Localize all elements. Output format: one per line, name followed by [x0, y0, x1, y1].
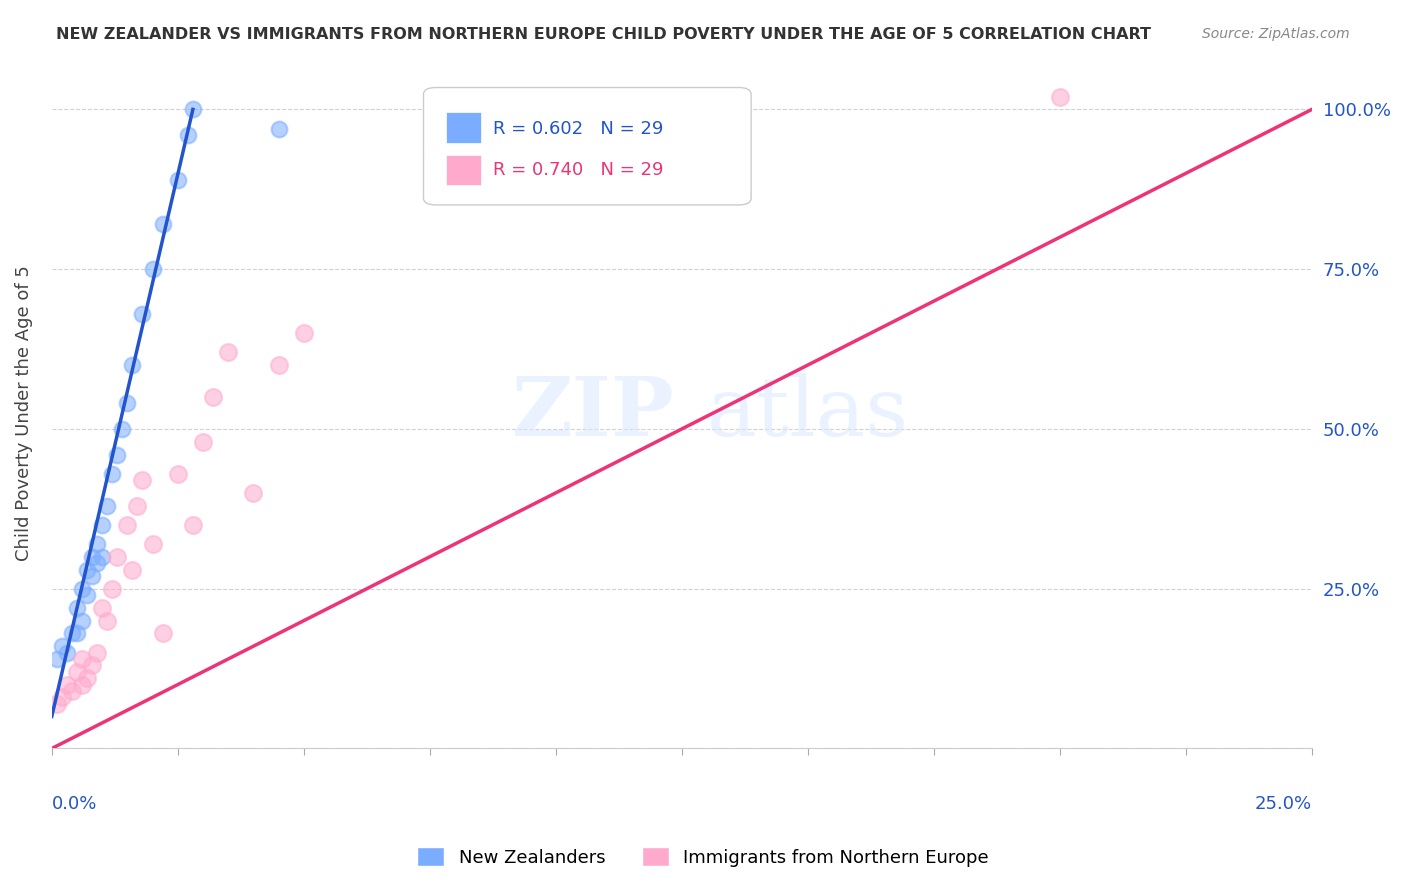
Point	[152, 218, 174, 232]
Point	[142, 537, 165, 551]
Point	[166, 172, 188, 186]
Point	[51, 639, 73, 653]
Point	[96, 499, 118, 513]
Point	[70, 677, 93, 691]
Point	[70, 652, 93, 666]
Text: R = 0.740   N = 29: R = 0.740 N = 29	[492, 161, 664, 179]
Point	[191, 434, 214, 449]
Point	[56, 677, 79, 691]
Point	[181, 103, 204, 117]
Point	[86, 556, 108, 570]
Point	[117, 396, 139, 410]
FancyBboxPatch shape	[446, 112, 481, 143]
Point	[105, 448, 128, 462]
Point	[86, 646, 108, 660]
Text: NEW ZEALANDER VS IMMIGRANTS FROM NORTHERN EUROPE CHILD POVERTY UNDER THE AGE OF : NEW ZEALANDER VS IMMIGRANTS FROM NORTHER…	[56, 27, 1152, 42]
Point	[152, 626, 174, 640]
Point	[131, 473, 153, 487]
Point	[60, 626, 83, 640]
Point	[80, 658, 103, 673]
Point	[105, 549, 128, 564]
Point	[131, 307, 153, 321]
Text: 25.0%: 25.0%	[1254, 796, 1312, 814]
Point	[267, 358, 290, 372]
Point	[80, 569, 103, 583]
Point	[142, 262, 165, 277]
Point	[181, 517, 204, 532]
Point	[127, 499, 149, 513]
Legend: New Zealanders, Immigrants from Northern Europe: New Zealanders, Immigrants from Northern…	[411, 840, 995, 874]
Point	[76, 671, 98, 685]
Point	[96, 614, 118, 628]
Point	[267, 121, 290, 136]
Point	[117, 517, 139, 532]
Y-axis label: Child Poverty Under the Age of 5: Child Poverty Under the Age of 5	[15, 265, 32, 561]
Point	[91, 549, 114, 564]
Point	[66, 665, 89, 679]
Text: R = 0.602   N = 29: R = 0.602 N = 29	[492, 120, 664, 137]
Point	[76, 562, 98, 576]
Point	[60, 684, 83, 698]
Point	[217, 345, 239, 359]
Point	[292, 326, 315, 340]
Point	[121, 358, 143, 372]
Point	[101, 582, 124, 596]
Point	[80, 549, 103, 564]
Point	[70, 614, 93, 628]
Point	[166, 467, 188, 481]
Point	[45, 697, 67, 711]
Point	[111, 422, 134, 436]
Text: ZIP: ZIP	[512, 373, 675, 453]
Point	[1049, 89, 1071, 103]
Point	[56, 646, 79, 660]
Point	[66, 626, 89, 640]
Point	[70, 582, 93, 596]
Point	[86, 537, 108, 551]
Point	[202, 390, 225, 404]
Point	[76, 588, 98, 602]
Point	[121, 562, 143, 576]
Text: 0.0%: 0.0%	[52, 796, 97, 814]
Point	[51, 690, 73, 705]
Point	[177, 128, 200, 142]
Point	[242, 486, 264, 500]
Point	[91, 600, 114, 615]
Point	[91, 517, 114, 532]
Point	[45, 652, 67, 666]
Text: atlas: atlas	[707, 373, 908, 453]
Text: Source: ZipAtlas.com: Source: ZipAtlas.com	[1202, 27, 1350, 41]
Point	[101, 467, 124, 481]
Point	[66, 600, 89, 615]
FancyBboxPatch shape	[446, 154, 481, 185]
FancyBboxPatch shape	[423, 87, 751, 205]
